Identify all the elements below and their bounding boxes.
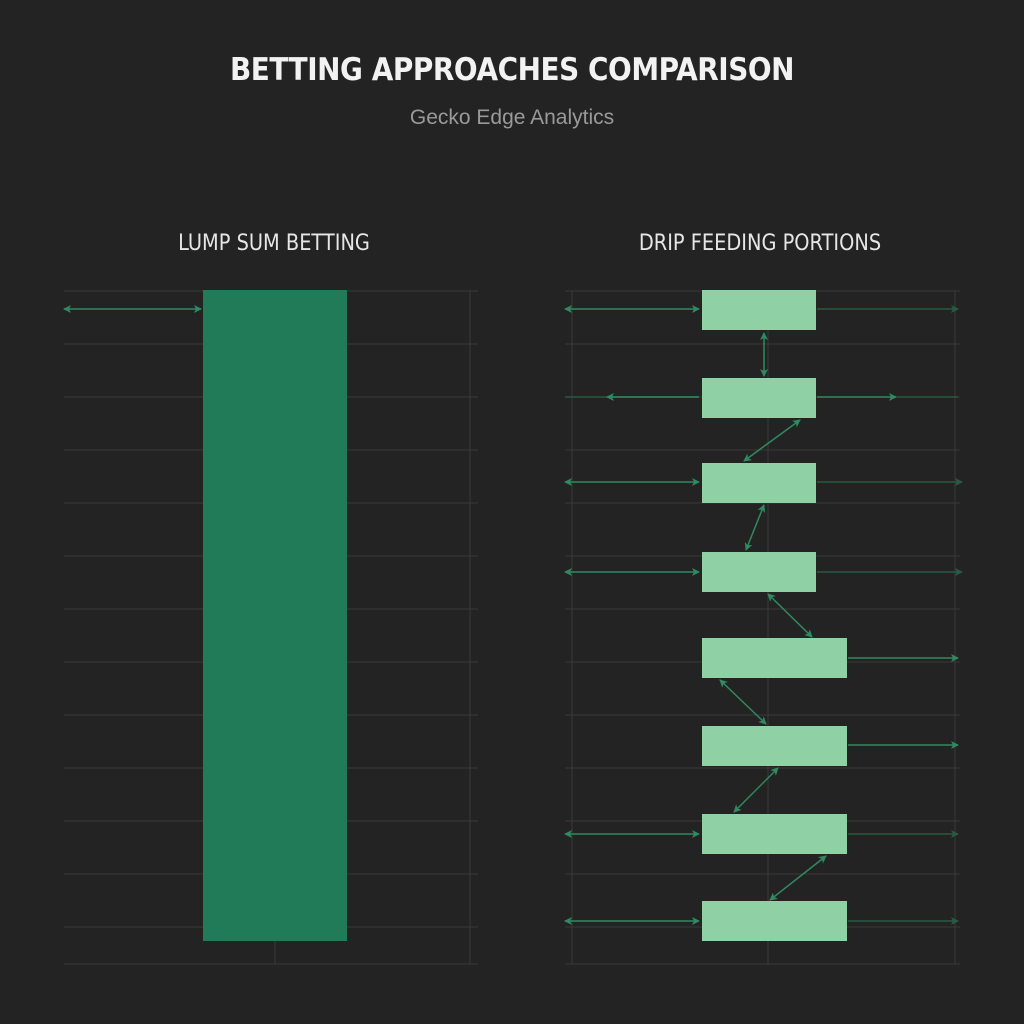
connector-3-4 xyxy=(744,504,766,551)
drip-block-5 xyxy=(702,638,847,678)
drip-block-6 xyxy=(702,726,847,766)
drip-block-1 xyxy=(702,290,816,330)
drip-block-7 xyxy=(702,814,847,854)
drip-feed-blocks xyxy=(702,290,847,941)
connector-5-6 xyxy=(719,679,767,725)
drip-block-2 xyxy=(702,378,816,418)
connector-2-3 xyxy=(743,419,801,462)
drip-feed-panel-title: DRIP FEEDING PORTIONS xyxy=(638,231,882,256)
connector-6-7 xyxy=(733,767,779,813)
lump-sum-block xyxy=(203,290,347,941)
drip-feed-arrows xyxy=(564,305,963,925)
connector-4-5 xyxy=(767,593,813,638)
drip-feed-connectors xyxy=(719,332,827,901)
diagram-subtitle: Gecko Edge Analytics xyxy=(409,106,615,129)
drip-block-4 xyxy=(702,552,816,592)
lump-sum-panel-title: LUMP SUM BETTING xyxy=(178,231,370,256)
connector-7-8 xyxy=(769,855,827,901)
drip-block-3 xyxy=(702,463,816,503)
drip-block-8 xyxy=(702,901,847,941)
diagram-title: BETTING APPROACHES COMPARISON xyxy=(229,52,795,88)
